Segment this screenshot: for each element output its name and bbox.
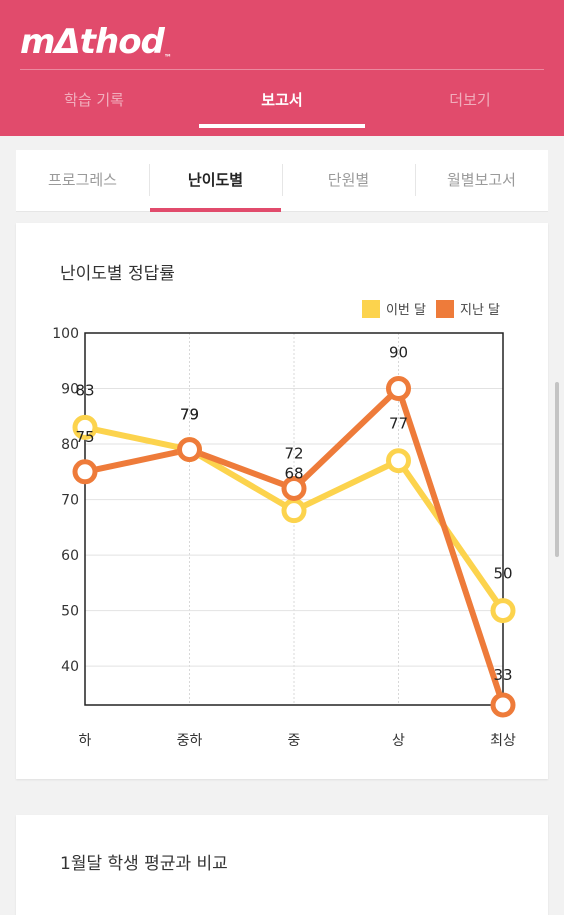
report-tabs: 프로그레스 난이도별 단원별 월별보고서 [16, 150, 548, 212]
tab-unit[interactable]: 단원별 [282, 150, 415, 211]
main-nav: 학습 기록 보고서 더보기 [0, 78, 564, 128]
x-tick-label: 상 [392, 733, 405, 749]
legend-label-this-month: 이번 달 [385, 303, 426, 318]
chart-card-title: 난이도별 정답률 [60, 264, 175, 284]
nav-item-report[interactable]: 보고서 [261, 91, 303, 109]
nav-active-indicator [199, 124, 365, 128]
data-label: 79 [180, 406, 199, 424]
data-label: 83 [75, 381, 94, 399]
y-tick-label: 80 [61, 437, 79, 453]
data-label: 77 [389, 415, 408, 433]
x-tick-label: 하 [79, 733, 92, 749]
legend-item-this-month: 이번 달 [361, 299, 426, 318]
difficulty-chart-card: 난이도별 정답률 이번 달 지난 달 40 50 60 70 80 90 100 하 중하 중 상 최… [16, 223, 548, 779]
data-point [281, 498, 307, 524]
data-label: 72 [284, 444, 303, 462]
y-tick-label: 60 [61, 548, 79, 564]
y-tick-label: 40 [61, 659, 79, 675]
data-point [281, 475, 307, 501]
tab-difficulty[interactable]: 난이도별 [149, 150, 282, 212]
data-label: 68 [284, 465, 303, 483]
legend-label-last-month: 지난 달 [459, 303, 500, 318]
x-tick-label: 최상 [490, 733, 516, 749]
data-point [72, 414, 98, 440]
data-point [72, 459, 98, 485]
data-label: 75 [75, 428, 94, 446]
data-point [386, 376, 411, 402]
header-divider [20, 69, 544, 70]
data-point [386, 448, 411, 474]
nav-item-learning-log[interactable]: 학습 기록 [64, 91, 124, 109]
compare-card-title: 1월달 학생 평균과 비교 [60, 854, 228, 874]
y-tick-label: 50 [61, 604, 79, 620]
legend-item-last-month: 지난 달 [435, 299, 500, 318]
tab-monthly-report[interactable]: 월별보고서 [415, 150, 548, 211]
nav-item-more[interactable]: 더보기 [449, 91, 491, 109]
x-tick-label: 중하 [177, 733, 203, 749]
data-label: 79 [180, 406, 199, 424]
y-tick-label: 90 [61, 382, 79, 398]
legend-swatch-this-month [361, 299, 380, 318]
legend-swatch-last-month [435, 299, 454, 318]
x-tick-label: 중 [288, 733, 301, 749]
compare-card: 1월달 학생 평균과 비교 [16, 815, 548, 915]
data-point [177, 437, 202, 463]
method-logo[interactable]: mΔthod™ [20, 22, 172, 62]
data-point [490, 692, 516, 718]
y-tick-label: 100 [52, 326, 79, 342]
plot-frame [84, 332, 504, 706]
data-label: 33 [493, 666, 512, 684]
chart-legend: 이번 달 지난 달 [361, 299, 500, 318]
data-label: 50 [493, 565, 512, 583]
tab-progress[interactable]: 프로그레스 [47, 171, 117, 189]
y-tick-label: 70 [61, 493, 79, 509]
app-header: mΔthod™ 학습 기록 보고서 더보기 [0, 0, 564, 136]
data-label: 90 [389, 344, 408, 362]
data-point [490, 598, 516, 624]
page-scrollbar[interactable] [555, 382, 559, 557]
